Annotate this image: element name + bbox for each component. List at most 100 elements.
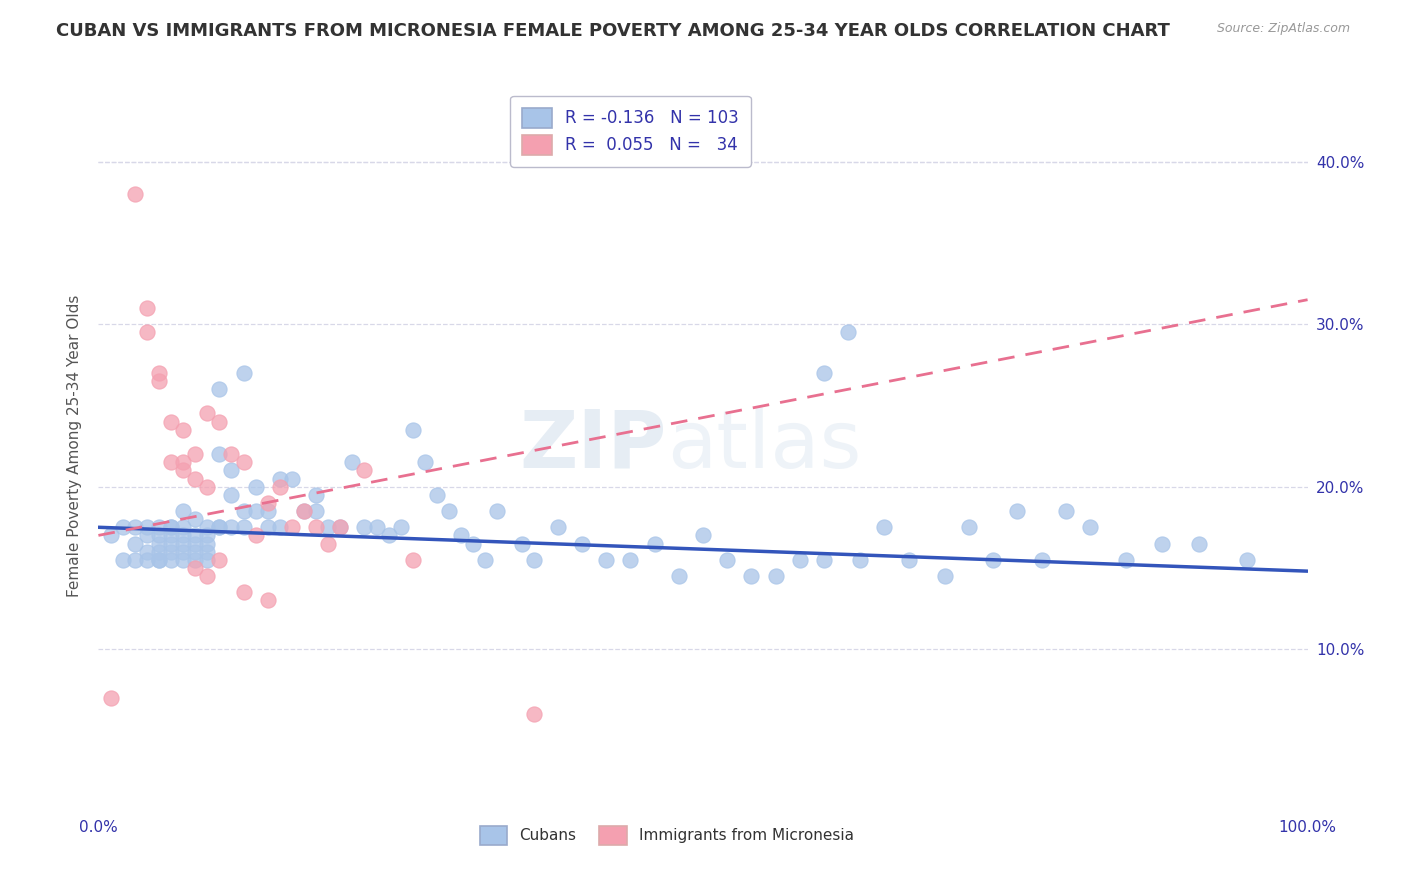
Point bbox=[195, 553, 218, 567]
Point bbox=[208, 382, 231, 396]
Point bbox=[232, 504, 254, 518]
Point bbox=[148, 520, 170, 534]
Point bbox=[195, 520, 218, 534]
Point bbox=[232, 366, 254, 380]
Point bbox=[316, 520, 339, 534]
Legend: Cubans, Immigrants from Micronesia: Cubans, Immigrants from Micronesia bbox=[468, 815, 865, 855]
Point bbox=[426, 488, 449, 502]
Point bbox=[232, 520, 254, 534]
Point bbox=[160, 536, 183, 550]
Point bbox=[437, 504, 460, 518]
Point bbox=[160, 455, 183, 469]
Point bbox=[111, 553, 134, 567]
Point bbox=[1115, 553, 1137, 567]
Point bbox=[413, 455, 436, 469]
Point bbox=[221, 463, 243, 477]
Point bbox=[450, 528, 472, 542]
Point bbox=[813, 553, 835, 567]
Point bbox=[245, 480, 267, 494]
Point bbox=[486, 504, 509, 518]
Point bbox=[195, 569, 218, 583]
Point bbox=[329, 520, 352, 534]
Point bbox=[208, 553, 231, 567]
Point bbox=[148, 374, 170, 388]
Text: atlas: atlas bbox=[666, 407, 860, 485]
Point bbox=[172, 553, 194, 567]
Point bbox=[644, 536, 666, 550]
Point bbox=[402, 423, 425, 437]
Point bbox=[789, 553, 811, 567]
Point bbox=[269, 471, 291, 485]
Point bbox=[221, 488, 243, 502]
Point bbox=[849, 553, 872, 567]
Point bbox=[208, 520, 231, 534]
Point bbox=[292, 504, 315, 518]
Point bbox=[184, 512, 207, 526]
Point bbox=[256, 496, 278, 510]
Text: ZIP: ZIP bbox=[519, 407, 666, 485]
Point bbox=[160, 553, 183, 567]
Point bbox=[342, 455, 364, 469]
Point bbox=[389, 520, 412, 534]
Y-axis label: Female Poverty Among 25-34 Year Olds: Female Poverty Among 25-34 Year Olds bbox=[66, 295, 82, 597]
Point bbox=[160, 520, 183, 534]
Point bbox=[195, 544, 218, 558]
Point bbox=[305, 504, 328, 518]
Point bbox=[160, 544, 183, 558]
Point bbox=[195, 528, 218, 542]
Point bbox=[1188, 536, 1211, 550]
Point bbox=[135, 325, 157, 339]
Point bbox=[160, 528, 183, 542]
Point bbox=[256, 520, 278, 534]
Point bbox=[184, 536, 207, 550]
Point bbox=[221, 447, 243, 461]
Point bbox=[329, 520, 352, 534]
Point bbox=[135, 544, 157, 558]
Point bbox=[111, 520, 134, 534]
Point bbox=[245, 528, 267, 542]
Point bbox=[377, 528, 399, 542]
Point bbox=[1236, 553, 1258, 567]
Point bbox=[1031, 553, 1053, 567]
Point bbox=[232, 585, 254, 599]
Point bbox=[353, 520, 375, 534]
Point bbox=[245, 504, 267, 518]
Point bbox=[172, 544, 194, 558]
Point bbox=[353, 463, 375, 477]
Point bbox=[184, 447, 207, 461]
Point bbox=[668, 569, 690, 583]
Point bbox=[208, 415, 231, 429]
Text: CUBAN VS IMMIGRANTS FROM MICRONESIA FEMALE POVERTY AMONG 25-34 YEAR OLDS CORRELA: CUBAN VS IMMIGRANTS FROM MICRONESIA FEMA… bbox=[56, 22, 1170, 40]
Point bbox=[160, 520, 183, 534]
Point bbox=[172, 504, 194, 518]
Point bbox=[172, 463, 194, 477]
Point bbox=[135, 520, 157, 534]
Point bbox=[873, 520, 896, 534]
Point bbox=[208, 520, 231, 534]
Point bbox=[366, 520, 388, 534]
Text: Source: ZipAtlas.com: Source: ZipAtlas.com bbox=[1216, 22, 1350, 36]
Point bbox=[1054, 504, 1077, 518]
Point bbox=[305, 488, 328, 502]
Point bbox=[981, 553, 1004, 567]
Point bbox=[957, 520, 980, 534]
Point bbox=[716, 553, 738, 567]
Point bbox=[316, 536, 339, 550]
Point bbox=[281, 520, 304, 534]
Point bbox=[1078, 520, 1101, 534]
Point bbox=[100, 528, 122, 542]
Point bbox=[135, 528, 157, 542]
Point bbox=[100, 690, 122, 705]
Point bbox=[765, 569, 787, 583]
Point bbox=[740, 569, 762, 583]
Point bbox=[148, 553, 170, 567]
Point bbox=[256, 593, 278, 607]
Point bbox=[135, 553, 157, 567]
Point bbox=[232, 455, 254, 469]
Point bbox=[124, 187, 146, 202]
Point bbox=[510, 536, 533, 550]
Point bbox=[160, 415, 183, 429]
Point bbox=[195, 480, 218, 494]
Point bbox=[269, 480, 291, 494]
Point bbox=[124, 536, 146, 550]
